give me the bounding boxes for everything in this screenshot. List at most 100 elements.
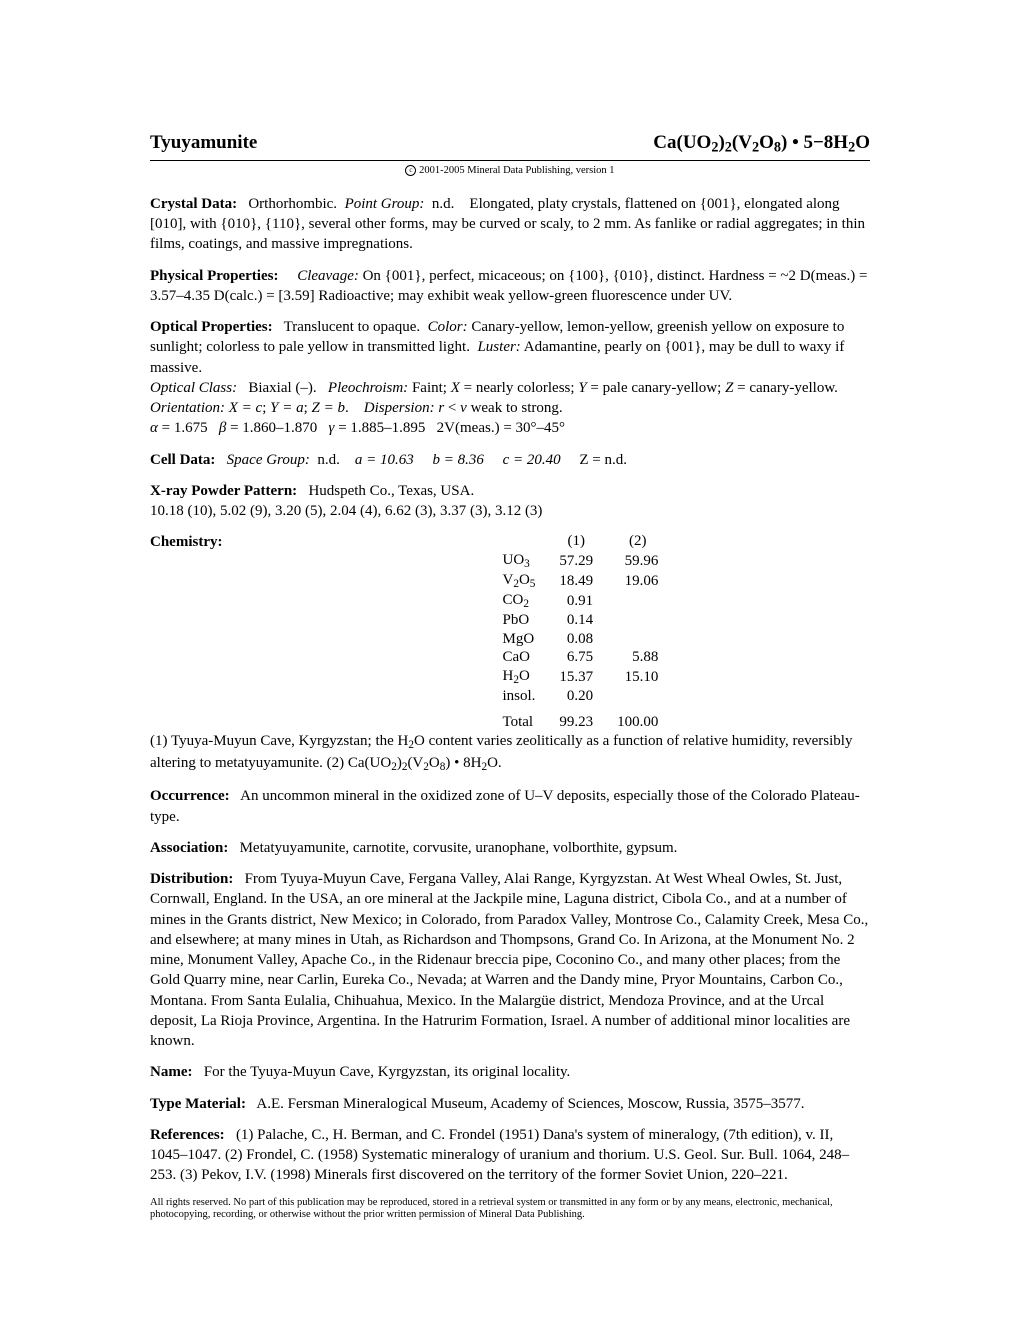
cell-b: b = 8.36 [432,452,483,468]
value-col1: 57.29 [547,551,605,571]
chemistry-section: Chemistry: (1) (2) UO357.2959.96V2O518.4… [150,532,870,775]
chemistry-label: Chemistry: [150,532,222,552]
space-group-label: Space Group: [227,452,310,468]
cell-a: a = 10.63 [355,452,414,468]
total-label: Total [502,709,547,732]
oxide-name: CaO [502,648,547,667]
table-row: MgO0.08 [502,630,670,649]
value-col2 [605,630,670,649]
value-col1: 15.37 [547,667,605,687]
point-group: n.d. [432,196,455,212]
optical-class: Biaxial (–). [248,380,316,396]
col-2-header: (2) [605,532,670,551]
value-col1: 0.20 [547,687,605,706]
oxide-name: MgO [502,630,547,649]
optical-class-label: Optical Class: [150,380,237,396]
crystal-data-label: Crystal Data: [150,196,237,212]
col-1-header: (1) [547,532,605,551]
value-col2 [605,611,670,630]
type-material-label: Type Material: [150,1096,246,1112]
cleavage-label: Cleavage: [297,268,359,284]
value-col1: 18.49 [547,571,605,591]
name-text: For the Tyuya-Muyun Cave, Kyrgyzstan, it… [204,1064,571,1080]
space-group: n.d. [317,452,340,468]
value-col2: 19.06 [605,571,670,591]
occurrence-text: An uncommon mineral in the oxidized zone… [150,788,860,824]
occurrence-label: Occurrence: [150,788,230,804]
pleochroism: Faint; X = nearly colorless; Y = pale ca… [412,380,838,396]
value-col2: 15.10 [605,667,670,687]
point-group-label: Point Group: [345,196,425,212]
oxide-name: insol. [502,687,547,706]
table-header-row: (1) (2) [502,532,670,551]
oxide-name: UO3 [502,551,547,571]
xray-locality: Hudspeth Co., Texas, USA. [308,483,474,499]
total-row: Total 99.23 100.00 [502,709,670,732]
page: Tyuyamunite Ca(UO2)2(V2O8) • 5−8H2O c 20… [0,0,1020,1320]
dispersion-label: Dispersion: [364,400,435,416]
table-row: H2O15.3715.10 [502,667,670,687]
table-row: V2O518.4919.06 [502,571,670,591]
cell-data-label: Cell Data: [150,452,215,468]
header-row: Tyuyamunite Ca(UO2)2(V2O8) • 5−8H2O [150,130,870,161]
type-material-section: Type Material: A.E. Fersman Mineralogica… [150,1094,870,1114]
physical-label: Physical Properties: [150,268,278,284]
chemistry-table: (1) (2) UO357.2959.96V2O518.4919.06CO20.… [502,532,670,731]
value-col2: 59.96 [605,551,670,571]
chemistry-note: (1) Tyuya-Muyun Cave, Kyrgyzstan; the H2… [150,731,870,775]
value-col1: 6.75 [547,648,605,667]
luster-label: Luster: [477,339,520,355]
occurrence-section: Occurrence: An uncommon mineral in the o… [150,786,870,827]
copyright-line: c 2001-2005 Mineral Data Publishing, ver… [150,164,870,178]
table-row: CaO6.755.88 [502,648,670,667]
mineral-name: Tyuyamunite [150,130,257,156]
physical-section: Physical Properties: Cleavage: On {001},… [150,266,870,307]
association-label: Association: [150,840,228,856]
cell-c: c = 20.40 [503,452,561,468]
color-label: Color: [428,319,468,335]
references-label: References: [150,1127,225,1143]
total-v1: 99.23 [547,709,605,732]
orientation: X = c; Y = a; Z = b. [229,400,349,416]
table-row: PbO0.14 [502,611,670,630]
value-col2 [605,591,670,611]
cell-z: Z = n.d. [579,452,627,468]
table-row: UO357.2959.96 [502,551,670,571]
type-material-text: A.E. Fersman Mineralogical Museum, Acade… [256,1096,804,1112]
distribution-label: Distribution: [150,871,233,887]
references-text: (1) Palache, C., H. Berman, and C. Frond… [150,1127,849,1184]
table-row: CO20.91 [502,591,670,611]
oxide-name: CO2 [502,591,547,611]
cleavage-value: On {001}, perfect, micaceous; on {100}, … [363,268,705,284]
footer-rights: All rights reserved. No part of this pub… [150,1197,870,1222]
pleochroism-label: Pleochroism: [328,380,408,396]
chemical-formula: Ca(UO2)2(V2O8) • 5−8H2O [653,130,870,158]
distribution-text: From Tyuya-Muyun Cave, Fergana Valley, A… [150,871,868,1049]
value-col2 [605,687,670,706]
table-row: insol.0.20 [502,687,670,706]
copyright-text: 2001-2005 Mineral Data Publishing, versi… [419,165,614,176]
total-v2: 100.00 [605,709,670,732]
optical-section: Optical Properties: Translucent to opaqu… [150,317,870,439]
refractive-indices: α = 1.675 β = 1.860–1.870 γ = 1.885–1.89… [150,420,565,436]
dispersion: r < v weak to strong. [438,400,562,416]
value-col1: 0.14 [547,611,605,630]
value-col2: 5.88 [605,648,670,667]
oxide-name: PbO [502,611,547,630]
optical-label: Optical Properties: [150,319,273,335]
crystal-data-section: Crystal Data: Orthorhombic. Point Group:… [150,194,870,255]
value-col1: 0.08 [547,630,605,649]
references-section: References: (1) Palache, C., H. Berman, … [150,1125,870,1186]
name-section: Name: For the Tyuya-Muyun Cave, Kyrgyzst… [150,1062,870,1082]
copyright-icon: c [405,165,416,176]
association-text: Metatyuyamunite, carnotite, corvusite, u… [240,840,678,856]
crystal-system: Orthorhombic. [248,196,337,212]
distribution-section: Distribution: From Tyuya-Muyun Cave, Fer… [150,869,870,1051]
cell-data-section: Cell Data: Space Group: n.d. a = 10.63 b… [150,450,870,470]
translucency: Translucent to opaque. [284,319,421,335]
xray-section: X-ray Powder Pattern: Hudspeth Co., Texa… [150,481,870,522]
orientation-label: Orientation: [150,400,225,416]
value-col1: 0.91 [547,591,605,611]
name-label: Name: [150,1064,192,1080]
oxide-name: H2O [502,667,547,687]
